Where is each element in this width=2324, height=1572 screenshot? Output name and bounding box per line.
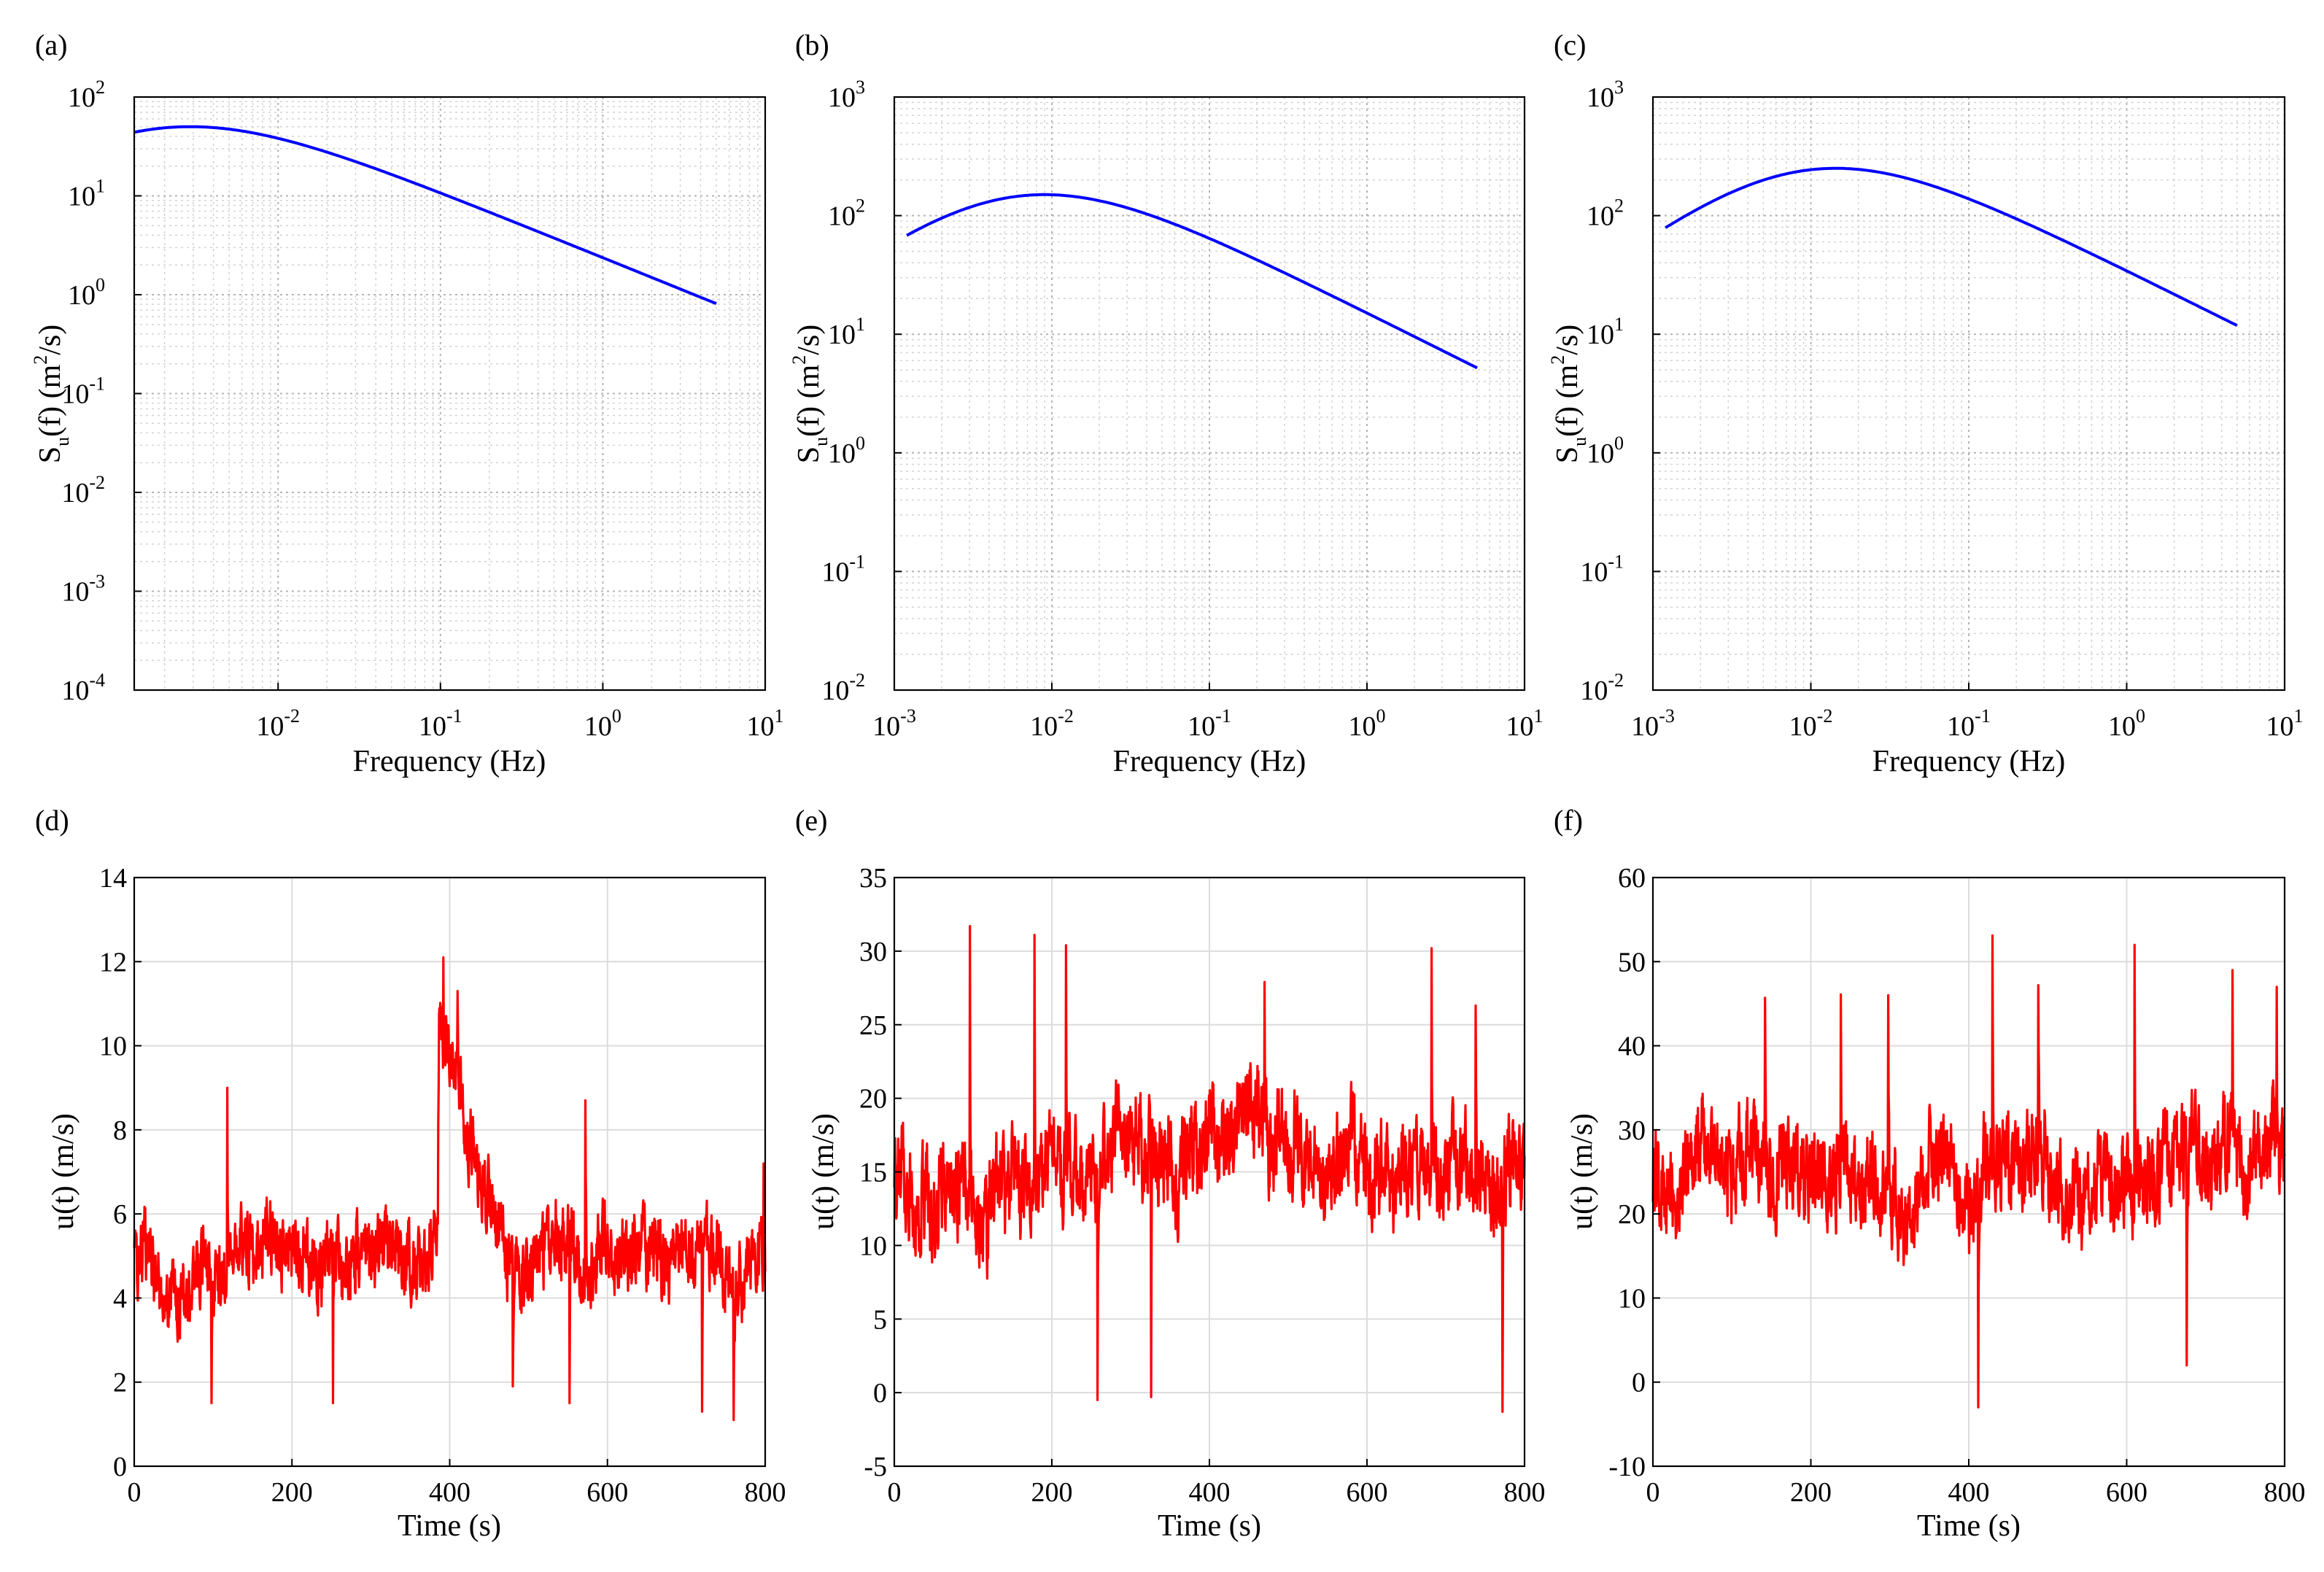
panel-c-xtick-label: 100 [2108,705,2145,742]
panel-d-xtick-label: 600 [586,1477,628,1508]
panel-a-tag: (a) [35,28,67,61]
panel-c-ytick-label: 103 [1587,77,1624,113]
panel-f-xtick-label: 600 [2106,1477,2147,1508]
panel-e-ytick-label: -5 [864,1452,887,1482]
panel-c-series-line [1665,166,2238,327]
panel-a-series-line [133,125,717,306]
panel-e-xlabel: Time (s) [1158,1509,1261,1543]
panel-b-tag: (b) [795,28,829,61]
panel-b-grid [894,97,1525,691]
panel-f-ytick-label: 60 [1618,863,1646,894]
panel-e-ytick-label: 35 [859,863,887,894]
panel-e-ytick-label: 5 [873,1304,887,1335]
panel-d-ytick-label: 10 [99,1031,127,1062]
panel-f-tag: (f) [1554,804,1583,837]
panel-c: (c) Frequency (Hz) Su(f) (m2/s) 10-3 10-2… [1547,28,2304,778]
panel-d-xtick-label: 200 [271,1477,313,1508]
panel-f-ytick-label: 50 [1618,947,1646,977]
panel-f: (f) Time (s) u(t) (m/s) 0 200 400 600 800-10… [1554,804,2306,1543]
panel-c-grid [1652,97,2285,691]
panel-f-ytick-label: 40 [1618,1031,1646,1062]
panel-e-ytick-label: 10 [859,1231,887,1261]
panel-c-xlabel: Frequency (Hz) [1872,745,2066,778]
panel-c-ylabel: Su(f) (m2/s) [1547,325,1590,463]
panel-b-series-line [906,193,1478,370]
panel-e-ytick-label: 30 [859,937,887,967]
panel-d-ytick-label: 6 [113,1199,127,1230]
panel-d-ytick-label: 2 [113,1368,127,1398]
panel-b-xlabel: Frequency (Hz) [1113,745,1306,778]
panel-c-xtick-label: 10-3 [1631,705,1675,742]
panel-e-ytick-label: 20 [859,1084,887,1115]
panel-b: (b) Frequency (Hz) Su(f) (m2/s) 10-3 10-2… [789,28,1543,778]
panel-d-xlabel: Time (s) [398,1509,501,1543]
panel-d: (d) Time (s) u(t) (m/s) 0 200 400 600 800 0 2 4… [35,804,786,1543]
panel-d-xtick-label: 800 [745,1477,786,1508]
panel-d-ylabel: u(t) (m/s) [47,1113,80,1230]
panel-e-xtick-label: 400 [1189,1477,1231,1508]
panel-c-ytick-label: 100 [1587,433,1624,469]
panel-e-ytick-label: 0 [873,1378,887,1409]
panel-f-ytick-label: 20 [1618,1199,1646,1230]
panel-d-ytick-label: 0 [113,1452,127,1482]
panel-d-tag: (d) [35,804,69,837]
panel-e: (e) Time (s) u(t) (m/s) 0 200 400 600 800-50… [795,804,1546,1543]
panel-e-ytick-label: 15 [859,1158,887,1188]
panel-f-xtick-label: 200 [1790,1477,1832,1508]
panel-c-tag: (c) [1554,28,1586,61]
panel-e-xtick-label: 800 [1504,1477,1546,1508]
panel-d-ytick-label: 4 [113,1283,127,1314]
panel-e-xtick-label: 0 [888,1477,902,1508]
panel-e-xtick-label: 600 [1347,1477,1388,1508]
panel-d-ytick-label: 12 [99,947,127,977]
panel-f-xlabel: Time (s) [1917,1509,2021,1543]
panel-d-series-line [133,956,767,1422]
panel-f-xtick-label: 800 [2264,1477,2306,1508]
panel-f-ytick-label: -10 [1608,1452,1646,1482]
panel-a-xlabel: Frequency (Hz) [353,745,546,778]
panel-f-ytick-label: 10 [1618,1283,1646,1314]
panel-f-xtick-label: 400 [1948,1477,1990,1508]
panel-f-xtick-label: 0 [1646,1477,1660,1508]
panel-e-series-line [893,925,1526,1413]
panel-d-ytick-label: 14 [99,863,127,894]
panel-e-xtick-label: 200 [1031,1477,1073,1508]
panel-f-ytick-label: 30 [1618,1115,1646,1146]
panel-e-ylabel: u(t) (m/s) [807,1113,840,1230]
panel-b-ytick-label: 103 [828,77,865,113]
panel-a: (a) Frequency (Hz) Su(f) (m2/s) 10-2 10-1… [30,28,784,778]
panel-f-ylabel: u(t) (m/s) [1565,1113,1599,1230]
panel-d-ytick-label: 8 [113,1115,127,1146]
panel-f-series-line [1651,934,2286,1409]
panel-a-ytick-label: 102 [68,77,105,113]
panel-d-xtick-label: 400 [429,1477,470,1508]
panel-a-ylabel: Su(f) (m2/s) [30,325,73,463]
panel-e-ytick-label: 25 [859,1010,887,1041]
panel-e-tag: (e) [795,804,827,837]
panel-a-grid [134,97,765,691]
panel-f-ytick-label: 0 [1632,1368,1646,1398]
panel-d-xtick-label: 0 [128,1477,142,1508]
